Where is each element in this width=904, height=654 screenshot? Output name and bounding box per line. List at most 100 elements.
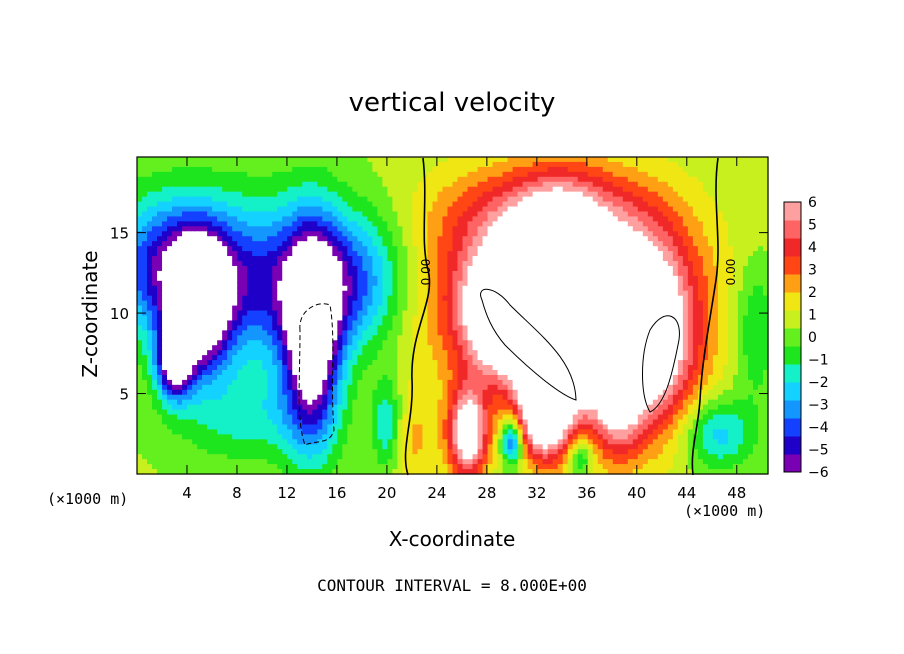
heatmap-cell — [287, 305, 293, 312]
heatmap-cell — [577, 176, 584, 183]
heatmap-cell — [512, 161, 519, 168]
heatmap-cell — [337, 216, 343, 222]
heatmap-cell — [647, 320, 654, 326]
heatmap-cell — [647, 157, 654, 163]
heatmap-cell — [652, 186, 659, 193]
heatmap-cell — [362, 201, 368, 208]
heatmap-cell — [602, 285, 609, 292]
heatmap-cell — [702, 181, 709, 188]
heatmap-cell — [432, 181, 439, 188]
heatmap-cell — [297, 171, 303, 178]
heatmap-cell — [487, 206, 494, 213]
heatmap-cell — [312, 285, 318, 292]
heatmap-cell — [327, 176, 333, 183]
heatmap-cell — [402, 325, 409, 331]
heatmap-cell — [192, 251, 198, 257]
heatmap-cell — [497, 226, 504, 232]
heatmap-cell — [667, 221, 674, 227]
heatmap-cell — [762, 340, 769, 346]
heatmap-cell — [402, 241, 409, 247]
heatmap-cell — [552, 345, 559, 351]
heatmap-cell — [317, 350, 323, 356]
heatmap-cell — [317, 186, 323, 193]
heatmap-cell — [722, 300, 729, 307]
heatmap-cell — [527, 330, 534, 336]
heatmap-cell — [217, 166, 223, 173]
heatmap-cell — [742, 166, 749, 173]
heatmap-cell — [172, 211, 178, 218]
heatmap-cell — [147, 325, 153, 331]
heatmap-cell — [482, 231, 489, 237]
heatmap-cell — [142, 251, 148, 257]
heatmap-cell — [407, 290, 414, 297]
heatmap-cell — [472, 226, 479, 232]
heatmap-cell — [357, 295, 363, 302]
heatmap-cell — [622, 196, 629, 203]
heatmap-cell — [567, 261, 574, 267]
heatmap-cell — [177, 216, 183, 222]
heatmap-cell — [212, 161, 218, 168]
heatmap-cell — [627, 310, 634, 317]
heatmap-cell — [432, 340, 439, 346]
heatmap-cell — [637, 241, 644, 247]
heatmap-cell — [232, 285, 238, 292]
heatmap-cell — [522, 295, 529, 302]
heatmap-cell — [172, 186, 178, 193]
heatmap-cell — [587, 251, 594, 257]
heatmap-cell — [572, 295, 579, 302]
heatmap-cell — [737, 226, 744, 232]
heatmap-cell — [662, 216, 669, 222]
heatmap-cell — [617, 161, 624, 168]
heatmap-cell — [402, 231, 409, 237]
heatmap-cell — [322, 340, 328, 346]
heatmap-cell — [207, 300, 213, 307]
heatmap-cell — [567, 251, 574, 257]
heatmap-cell — [627, 236, 634, 242]
heatmap-cell — [427, 305, 434, 312]
heatmap-cell — [262, 161, 268, 168]
heatmap-cell — [367, 251, 373, 257]
heatmap-cell — [477, 330, 484, 336]
heatmap-cell — [577, 221, 584, 227]
heatmap-cell — [197, 256, 203, 262]
heatmap-cell — [457, 211, 464, 218]
heatmap-cell — [317, 320, 323, 326]
heatmap-cell — [562, 181, 569, 188]
heatmap-cell — [242, 251, 248, 257]
heatmap-cell — [622, 305, 629, 312]
heatmap-cell — [427, 211, 434, 218]
heatmap-cell — [712, 265, 719, 272]
heatmap-cell — [542, 206, 549, 213]
heatmap-cell — [162, 325, 168, 331]
heatmap-cell — [147, 320, 153, 326]
heatmap-cell — [397, 335, 404, 341]
heatmap-cell — [202, 330, 208, 336]
heatmap-cell — [542, 171, 549, 178]
heatmap-cell — [617, 310, 624, 317]
heatmap-cell — [757, 275, 764, 282]
heatmap-cell — [417, 325, 424, 331]
heatmap-cell — [327, 226, 333, 232]
heatmap-cell — [467, 191, 474, 198]
heatmap-cell — [602, 196, 609, 203]
heatmap-cell — [282, 275, 288, 282]
heatmap-cell — [432, 325, 439, 331]
heatmap-cell — [562, 226, 569, 232]
heatmap-cell — [552, 181, 559, 188]
heatmap-cell — [217, 290, 223, 297]
heatmap-cell — [312, 181, 318, 188]
heatmap-cell — [682, 275, 689, 282]
heatmap-cell — [702, 275, 709, 282]
heatmap-cell — [167, 285, 173, 292]
heatmap-cell — [727, 171, 734, 178]
heatmap-cell — [612, 305, 619, 312]
heatmap-cell — [727, 246, 734, 252]
heatmap-cell — [597, 280, 604, 287]
heatmap-cell — [492, 335, 499, 341]
heatmap-cell — [472, 295, 479, 302]
heatmap-cell — [557, 236, 564, 242]
heatmap-cell — [212, 186, 218, 193]
heatmap-cell — [207, 350, 213, 356]
heatmap-cell — [647, 270, 654, 277]
heatmap-cell — [717, 176, 724, 183]
